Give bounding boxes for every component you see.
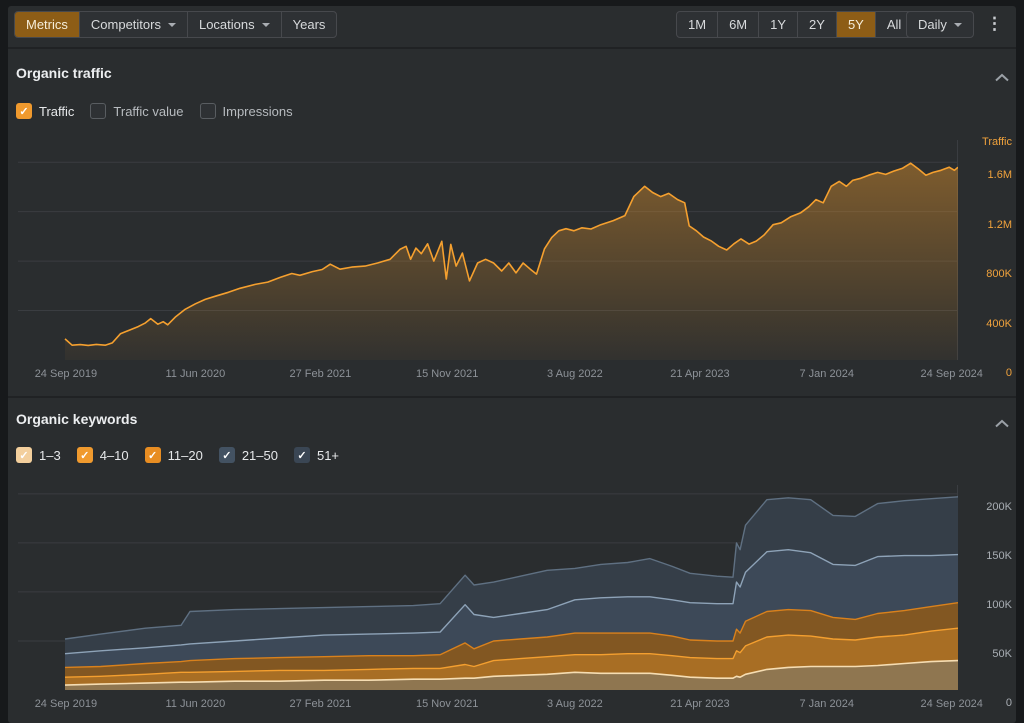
unchecked-checkbox-icon	[199, 103, 216, 119]
chevron-down-icon	[261, 22, 270, 27]
checked-checkbox-icon: ✓	[293, 447, 310, 463]
metric-label-traffic-value: Traffic value	[113, 103, 184, 119]
x-axis-label: 15 Nov 2021	[416, 368, 479, 380]
keywords-legend: ✓ 1–3 ✓ 4–10 ✓ 11–20 ✓ 21–50 ✓ 51+	[16, 447, 339, 463]
range-button-1m-label: 1M	[688, 17, 707, 32]
y-tick-label: 1.6M	[987, 169, 1012, 182]
y-tick-label: 1.2M	[987, 218, 1012, 231]
chevron-down-icon	[167, 22, 176, 27]
position-checkbox-51[interactable]: ✓ 51+	[293, 447, 340, 463]
y-tick-label: 800K	[986, 268, 1012, 281]
section-title-organic-traffic: Organic traffic	[16, 65, 112, 81]
position-label-11-20: 11–20	[167, 447, 203, 463]
range-button-5y-label: 5Y	[847, 17, 864, 32]
section-title-organic-keywords: Organic keywords	[16, 411, 138, 427]
range-button-2y-label: 2Y	[809, 17, 825, 32]
traffic-axis-title: Traffic	[982, 136, 1012, 148]
x-axis-label: 3 Aug 2022	[547, 698, 603, 710]
checked-checkbox-icon: ✓	[16, 447, 32, 463]
keywords-line-51	[64, 496, 958, 640]
y-tick-label: 0	[1005, 697, 1012, 709]
metric-checkbox-traffic[interactable]: ✓ Traffic	[16, 103, 74, 119]
range-button-6m-label: 6M	[729, 17, 748, 32]
position-checkbox-21-50[interactable]: ✓ 21–50	[218, 447, 278, 463]
granularity-dropdown-label: Daily	[918, 17, 947, 32]
kebab-menu-icon[interactable]: ⋮	[986, 14, 1003, 33]
toolbar-button-years-label: Years	[292, 17, 326, 32]
toolbar-button-locations[interactable]: Locations	[186, 12, 281, 37]
toolbar-button-metrics-label: Metrics	[26, 17, 68, 32]
x-axis-label: 24 Sep 2019	[34, 698, 98, 710]
keywords-line-11-20	[64, 602, 958, 669]
keywords-band-1-3	[65, 660, 958, 690]
x-axis-label: 3 Aug 2022	[547, 368, 603, 380]
checked-checkbox-icon: ✓	[16, 103, 32, 119]
organic-traffic-chart[interactable]	[18, 140, 958, 360]
toolbar-button-metrics[interactable]: Metrics	[15, 12, 79, 37]
metric-checkbox-impressions[interactable]: Impressions	[199, 103, 293, 119]
position-checkbox-1-3[interactable]: ✓ 1–3	[16, 447, 61, 463]
position-checkbox-11-20[interactable]: ✓ 11–20	[144, 447, 203, 463]
organic-keywords-chart[interactable]	[18, 485, 958, 690]
chevron-down-icon	[953, 22, 962, 27]
toolbar-divider	[8, 47, 1016, 49]
x-axis-label: 7 Jan 2024	[799, 698, 854, 710]
x-axis-label: 11 Jun 2020	[165, 368, 226, 380]
position-label-4-10: 4–10	[99, 447, 129, 463]
position-label-1-3: 1–3	[39, 447, 61, 463]
range-button-1y[interactable]: 1Y	[758, 12, 797, 37]
y-tick-label: 200K	[986, 500, 1012, 513]
range-button-all-label: All	[886, 17, 902, 32]
traffic-line	[64, 162, 958, 347]
checked-checkbox-icon: ✓	[218, 447, 235, 463]
keywords-line-21-50	[64, 548, 958, 655]
metric-label-traffic: Traffic	[39, 103, 75, 119]
toolbar-button-locations-label: Locations	[198, 17, 255, 32]
section-divider	[8, 396, 1016, 398]
collapse-keywords-chevron-up-icon[interactable]	[995, 415, 1009, 433]
collapse-traffic-chevron-up-icon[interactable]	[995, 69, 1009, 87]
position-checkbox-4-10[interactable]: ✓ 4–10	[76, 447, 129, 463]
view-switcher: Metrics Competitors Locations Years	[14, 11, 338, 38]
x-axis-label: 15 Nov 2021	[416, 698, 479, 710]
date-range-selector: 1M 6M 1Y 2Y 5Y All	[676, 11, 914, 38]
traffic-area-fill	[65, 163, 958, 360]
position-label-51: 51+	[316, 447, 340, 463]
keywords-line-1-3	[64, 659, 958, 686]
y-tick-label: 150K	[986, 549, 1012, 562]
x-axis-label: 11 Jun 2020	[165, 698, 226, 710]
metric-label-impressions: Impressions	[222, 103, 293, 119]
x-axis-label: 27 Feb 2021	[289, 698, 352, 710]
position-label-21-50: 21–50	[241, 447, 278, 463]
x-axis-label: 21 Apr 2023	[670, 698, 730, 710]
range-button-1y-label: 1Y	[770, 17, 787, 32]
y-tick-label: 100K	[986, 598, 1012, 611]
metric-checkbox-traffic-value[interactable]: Traffic value	[90, 103, 184, 119]
y-tick-label: 50K	[992, 647, 1012, 660]
checked-checkbox-icon: ✓	[76, 447, 93, 463]
y-tick-label: 0	[1005, 367, 1012, 379]
range-button-2y[interactable]: 2Y	[797, 12, 836, 37]
x-axis-label: 24 Sep 2024	[920, 698, 983, 710]
keywords-band-51	[65, 496, 958, 654]
unchecked-checkbox-icon	[90, 103, 107, 119]
keywords-line-4-10	[64, 627, 958, 678]
x-axis-label: 24 Sep 2024	[920, 368, 983, 380]
x-axis-label: 27 Feb 2021	[289, 368, 352, 380]
checked-checkbox-icon: ✓	[144, 447, 161, 463]
x-axis-label: 21 Apr 2023	[670, 368, 730, 380]
x-axis-label: 24 Sep 2019	[34, 368, 98, 380]
range-button-all[interactable]: All	[874, 12, 912, 37]
granularity-group: Daily	[906, 11, 974, 38]
toolbar-button-competitors-label: Competitors	[90, 17, 161, 32]
granularity-dropdown[interactable]: Daily	[907, 12, 973, 37]
traffic-legend: ✓ Traffic Traffic value Impressions	[16, 103, 293, 119]
toolbar-button-competitors[interactable]: Competitors	[78, 12, 187, 37]
range-button-1m[interactable]: 1M	[677, 12, 717, 37]
y-tick-label: 400K	[986, 317, 1012, 330]
range-button-6m[interactable]: 6M	[717, 12, 758, 37]
toolbar-button-years[interactable]: Years	[280, 12, 337, 37]
range-button-5y[interactable]: 5Y	[835, 12, 875, 37]
x-axis-label: 7 Jan 2024	[799, 368, 854, 380]
